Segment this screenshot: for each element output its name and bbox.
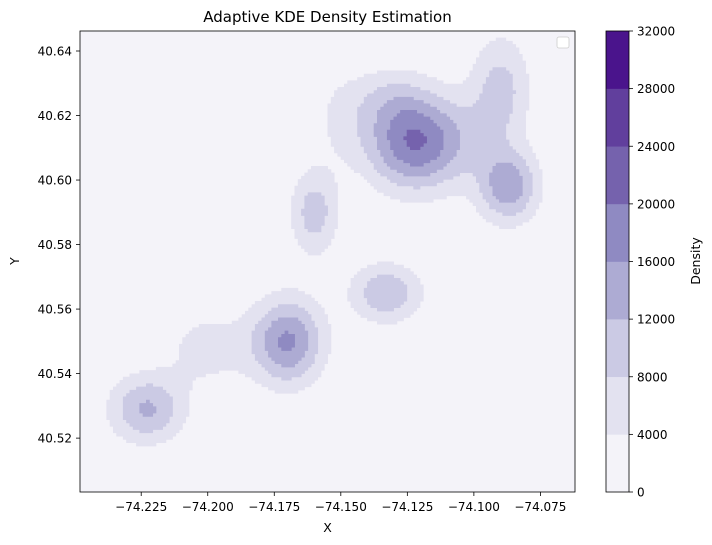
density-level-20000 (403, 129, 427, 150)
x-axis: −74.225 −74.200 −74.175 −74.150 −74.125 −74.1… (115, 492, 566, 514)
x-tick-label: −74.175 (248, 500, 300, 514)
colorbar-band-8000 (606, 319, 629, 378)
colorbar-tick-label: 32000 (637, 25, 675, 39)
density-level-16000 (278, 110, 444, 351)
y-tick-label: 40.52 (38, 432, 72, 446)
colorbar-tick-label: 8000 (637, 370, 668, 384)
colorbar-tick-label: 20000 (637, 197, 675, 211)
colorbar-band-28000 (606, 31, 629, 89)
y-axis-label: Y (7, 257, 22, 266)
y-tick-label: 40.54 (38, 367, 72, 381)
x-tick-label: −74.200 (182, 500, 234, 514)
x-axis-label: X (323, 520, 332, 535)
colorbar-band-16000 (606, 203, 629, 262)
colorbar-tick-label: 24000 (637, 140, 675, 154)
colorbar-tick-label: 16000 (637, 255, 675, 269)
colorbar-band-12000 (606, 261, 629, 320)
density-contours (80, 31, 575, 492)
colorbar: 040008000120001600020000240002800032000 … (605, 25, 703, 500)
density-level-4000 (106, 37, 543, 447)
y-tick-label: 40.64 (38, 45, 72, 59)
colorbar-tick-label: 4000 (637, 428, 668, 442)
x-tick-label: −74.225 (115, 500, 167, 514)
colorbar-tick-label: 28000 (637, 82, 675, 96)
y-tick-label: 40.62 (38, 109, 72, 123)
colorbar-tick-label: 0 (637, 486, 645, 500)
x-tick-label: −74.125 (381, 500, 433, 514)
y-axis: 40.52 40.54 40.56 40.58 40.60 40.62 40.64 (38, 45, 80, 446)
x-tick-label: −74.075 (514, 500, 566, 514)
colorbar-tick-label: 12000 (637, 313, 675, 327)
x-tick-label: −74.100 (448, 500, 500, 514)
colorbar-band-4000 (606, 376, 629, 435)
colorbar-bands (606, 31, 629, 493)
plot-area (79, 30, 576, 493)
chart-title: Adaptive KDE Density Estimation (203, 8, 451, 26)
density-level-8000 (122, 67, 533, 434)
y-tick-label: 40.56 (38, 303, 72, 317)
plot-frame (79, 30, 576, 493)
colorbar-label: Density (688, 237, 703, 285)
colorbar-band-24000 (606, 88, 629, 147)
x-tick-label: −74.150 (315, 500, 367, 514)
y-tick-label: 40.58 (38, 238, 72, 252)
legend-box (556, 36, 570, 49)
colorbar-band-20000 (606, 146, 629, 205)
colorbar-band-0 (606, 434, 629, 493)
y-tick-label: 40.60 (38, 174, 72, 188)
colorbar-ticks: 0 4000 8000 12000 16000 20000 24000 28000 32000 (629, 25, 675, 500)
